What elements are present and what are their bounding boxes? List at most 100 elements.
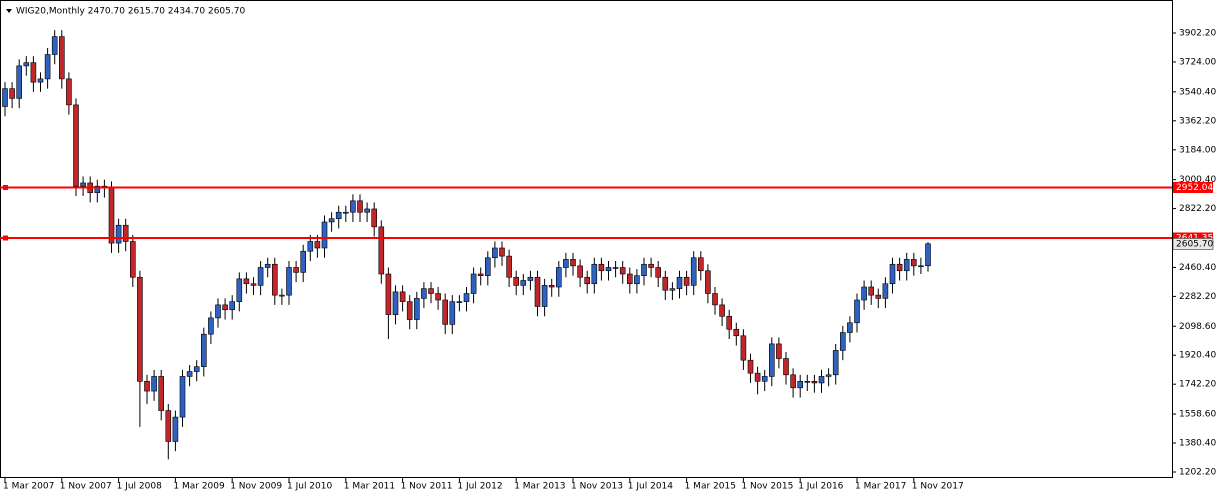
candle-body <box>925 243 931 267</box>
candle-body <box>761 376 768 382</box>
candle-body <box>591 263 598 285</box>
candle-body <box>257 267 264 286</box>
candle-body <box>697 257 704 272</box>
candle-body <box>293 267 299 273</box>
candle-body <box>165 410 172 442</box>
candle-body <box>364 208 370 213</box>
candle-body <box>690 257 697 286</box>
candle-body <box>342 211 349 214</box>
level-label: 2952.04 <box>1176 183 1213 193</box>
x-tick-label: 1 Mar 2009 <box>173 482 225 492</box>
candle-body <box>94 185 101 194</box>
candle-body <box>733 328 740 337</box>
candle-body <box>676 276 683 289</box>
candle-body <box>513 276 520 286</box>
candle-body <box>868 286 875 296</box>
level-handle <box>3 184 8 190</box>
candle-body <box>144 381 150 392</box>
candle-body <box>399 291 406 302</box>
candle-body <box>357 200 363 213</box>
candle-body <box>776 343 782 359</box>
candle-body <box>421 288 427 299</box>
menu-arrow[interactable] <box>6 9 12 13</box>
candle-body <box>9 88 15 99</box>
candle-body <box>882 283 889 299</box>
y-tick-label: 1742.20 <box>1179 380 1216 390</box>
candle-body <box>683 276 690 286</box>
candle-body <box>151 376 157 392</box>
candle-body <box>179 376 186 418</box>
y-tick-label: 2282.20 <box>1179 292 1216 302</box>
candle-body <box>314 241 321 249</box>
candle-body <box>619 267 626 275</box>
candle-body <box>186 371 193 377</box>
candle-body <box>428 288 434 294</box>
x-tick-label: 1 Nov 2007 <box>60 482 112 492</box>
candle-body <box>570 259 576 267</box>
candle-body <box>669 288 676 291</box>
candle-body <box>839 332 846 351</box>
candle-body <box>861 286 867 301</box>
y-tick-label: 1380.40 <box>1179 439 1216 449</box>
candle-body <box>555 267 562 288</box>
x-tick-label: 1 Jul 2008 <box>117 482 162 492</box>
price-label-box <box>1172 238 1214 250</box>
y-tick-label: 3184.00 <box>1179 145 1216 155</box>
candle-body <box>918 265 924 268</box>
y-tick-label: 1202.20 <box>1179 468 1216 478</box>
candle-body <box>768 343 775 377</box>
y-tick-label: 1920.40 <box>1179 351 1216 361</box>
candle-body <box>584 276 591 285</box>
level-handle <box>3 235 8 241</box>
candle-body <box>456 301 463 303</box>
x-tick-label: 1 Jul 2010 <box>287 482 332 492</box>
candle-body <box>470 273 477 294</box>
x-tick-label: 1 Jul 2014 <box>628 482 673 492</box>
candle-body <box>726 315 733 330</box>
candle-body <box>605 267 612 272</box>
candle-body <box>577 265 583 278</box>
y-tick-label: 2460.40 <box>1179 263 1216 273</box>
level-label-box <box>1173 181 1213 193</box>
candle-body <box>16 65 23 99</box>
candle-body <box>328 218 335 223</box>
candle-body <box>264 263 271 268</box>
x-tick-label: 1 Nov 2013 <box>571 482 623 492</box>
x-tick-label: 1 Jul 2016 <box>798 482 843 492</box>
level-label-box <box>1173 232 1213 244</box>
candle-body <box>719 304 725 317</box>
candle-body <box>442 299 449 325</box>
candle-body <box>66 78 72 106</box>
candle-body <box>499 247 505 257</box>
candle-body <box>243 278 250 285</box>
candle-body <box>449 301 456 325</box>
candle-body <box>783 358 789 376</box>
x-tick-label: 1 Mar 2007 <box>3 482 54 492</box>
candle-body <box>215 304 221 319</box>
candle-body <box>158 376 164 411</box>
candle-body <box>413 298 420 320</box>
candle-body <box>747 359 754 374</box>
candle-body <box>58 36 65 80</box>
candle-body <box>108 187 115 244</box>
candle-body <box>193 366 200 372</box>
candle-body <box>371 208 378 228</box>
candle-body <box>548 285 555 288</box>
candle-body <box>804 381 811 383</box>
candle-body <box>30 62 37 83</box>
candle-body <box>655 267 662 278</box>
candle-body <box>201 333 207 367</box>
candle-body <box>790 374 796 389</box>
candle-body <box>286 267 292 296</box>
candle-body <box>797 381 804 389</box>
price-label: 2605.70 <box>1176 239 1213 249</box>
candle-body <box>236 278 243 302</box>
candle-body <box>712 293 718 306</box>
y-tick-label: 1558.60 <box>1179 410 1216 420</box>
x-tick-label: 1 Nov 2011 <box>401 482 453 492</box>
candle-body <box>130 241 136 278</box>
candle-body <box>541 285 548 307</box>
candle-body <box>854 299 860 324</box>
candle-body <box>847 322 853 333</box>
